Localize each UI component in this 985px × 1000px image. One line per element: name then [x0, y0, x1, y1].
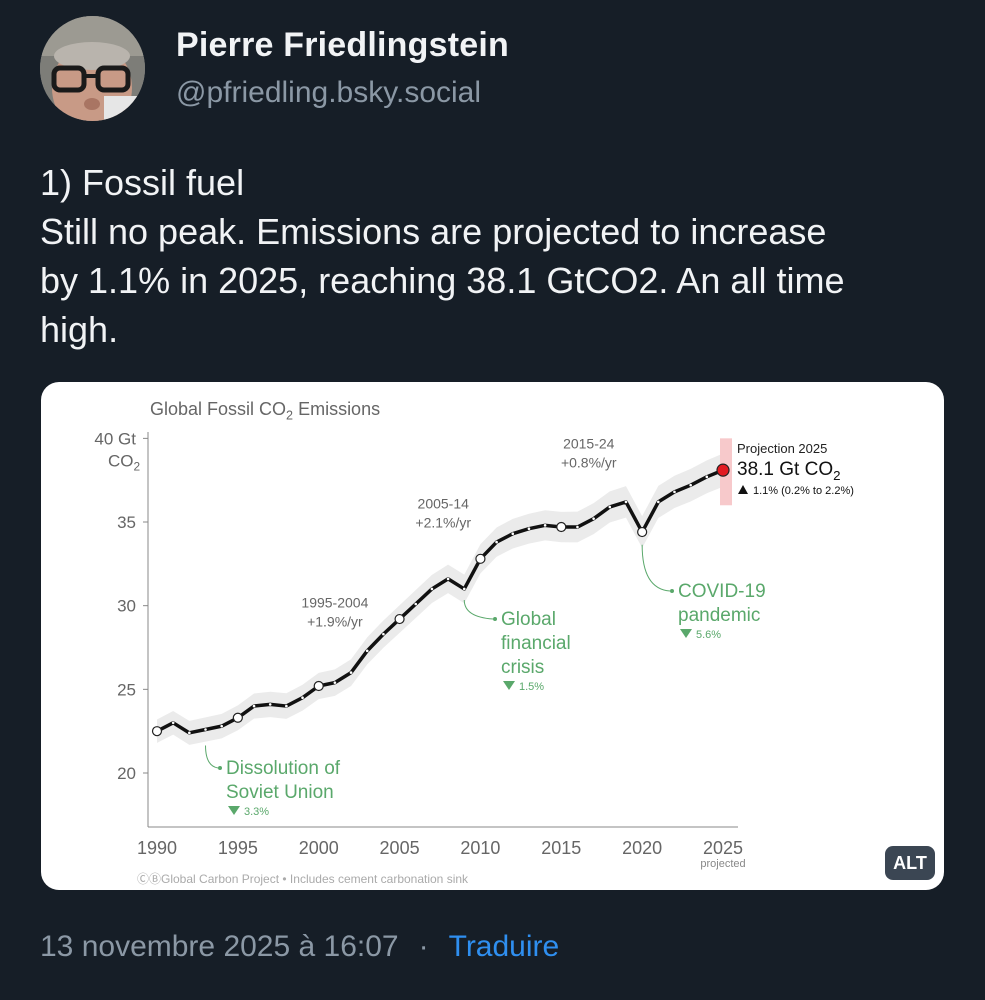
post-image-card[interactable]: 20 25 30 35 40 Gt CO2 1990 1995 2000 2005 2010 2015… — [41, 382, 944, 890]
drop-triangle-icon — [228, 806, 240, 815]
trend-period-label: 1995-2004 — [301, 594, 368, 610]
post-text-line: by 1.1% in 2025, reaching 38.1 GtCO2. An… — [40, 260, 845, 301]
chart-source: ⒸⒷGlobal Carbon Project • Includes cemen… — [137, 872, 469, 886]
highlight-point — [637, 526, 648, 538]
x-tick-label: 2010 — [460, 838, 500, 858]
trend-rate-label: +0.8%/yr — [561, 454, 617, 470]
projection-point — [716, 463, 730, 477]
event-leader-line — [641, 544, 671, 592]
data-point — [382, 632, 385, 636]
alt-text-button[interactable]: ALT — [885, 846, 935, 880]
data-point — [285, 704, 288, 708]
event-label: financial — [501, 633, 571, 654]
y-axis-unit: 40 Gt — [94, 429, 136, 448]
x-tick-label: 1995 — [218, 838, 258, 858]
avatar-image — [40, 16, 145, 121]
post-text-line: high. — [40, 309, 119, 350]
event-label: Global — [501, 609, 556, 630]
y-tick-label: 30 — [117, 597, 136, 616]
data-point — [576, 525, 579, 529]
data-point — [301, 696, 304, 699]
data-point — [171, 721, 175, 725]
data-point — [268, 703, 272, 706]
x-tick-label: 2025 — [703, 838, 743, 858]
highlight-point — [394, 613, 405, 625]
post-text: 1) Fossil fuel Still no peak. Emissions … — [40, 158, 940, 354]
data-point — [462, 587, 466, 591]
chart-title: Global Fossil CO2 Emissions — [150, 399, 380, 423]
highlight-point — [151, 726, 163, 737]
event-drop-value: 3.3% — [244, 806, 269, 818]
projection-change: 1.1% (0.2% to 2.2%) — [753, 485, 854, 497]
highlight-point — [475, 553, 486, 564]
data-point — [188, 731, 191, 735]
x-tick-label: 2005 — [380, 838, 420, 858]
data-point — [592, 517, 595, 520]
event-label: pandemic — [678, 605, 760, 626]
data-point — [608, 505, 612, 509]
event-leader-dot — [493, 617, 497, 621]
highlight-point — [556, 521, 567, 533]
trend-period-label: 2005-14 — [418, 496, 470, 512]
y-tick-label: 35 — [117, 513, 136, 532]
event-drop-value: 5.6% — [696, 629, 721, 641]
projection-value: 38.1 Gt CO2 — [737, 459, 841, 483]
post-text-line: Still no peak. Emissions are projected t… — [40, 211, 827, 252]
event-label: Dissolution of — [226, 758, 341, 779]
data-point — [657, 500, 660, 504]
drop-triangle-icon — [680, 629, 692, 638]
data-point — [220, 724, 223, 728]
x-tick-note: projected — [700, 858, 745, 870]
x-tick-label: 2015 — [541, 838, 581, 858]
data-point — [705, 475, 709, 479]
data-point — [333, 681, 337, 684]
author-display-name[interactable]: Pierre Friedlingstein — [176, 26, 509, 64]
y-tick-label: 25 — [117, 680, 136, 699]
data-point — [349, 671, 353, 674]
y-tick-label: 20 — [117, 764, 136, 783]
event-leader-dot — [670, 589, 674, 593]
author-handle[interactable]: @pfriedling.bsky.social — [176, 76, 482, 109]
event-label: COVID-19 — [678, 581, 766, 602]
data-point — [204, 728, 207, 731]
highlight-point — [232, 712, 243, 723]
post-footer: 13 novembre 2025 à 16:07 · Traduire — [40, 930, 559, 964]
event-leader-dot — [218, 766, 222, 770]
event-leader-line — [205, 745, 219, 769]
event-drop-value: 1.5% — [519, 681, 544, 693]
trend-period-label: 2015-24 — [563, 435, 615, 451]
emissions-line — [156, 468, 724, 735]
y-axis-unit-co2: CO2 — [108, 451, 141, 473]
data-point — [446, 577, 450, 581]
post-text-line: 1) Fossil fuel — [40, 162, 245, 203]
data-point — [495, 540, 498, 544]
data-point — [624, 500, 628, 504]
avatar[interactable] — [40, 16, 145, 121]
event-leader-line — [463, 599, 494, 620]
data-point — [689, 483, 692, 487]
data-point — [430, 587, 434, 591]
data-point — [252, 704, 256, 708]
trend-rate-label: +1.9%/yr — [307, 613, 363, 629]
trend-rate-label: +2.1%/yr — [415, 515, 471, 531]
event-label: crisis — [501, 657, 544, 678]
translate-link[interactable]: Traduire — [448, 930, 560, 963]
data-point — [365, 649, 369, 653]
x-tick-label: 2000 — [299, 838, 339, 858]
x-tick-label: 2020 — [622, 838, 662, 858]
drop-triangle-icon — [503, 681, 515, 690]
event-label: Soviet Union — [226, 782, 334, 803]
x-tick-label: 1990 — [137, 838, 177, 858]
data-point — [543, 524, 547, 527]
increase-triangle-icon — [738, 485, 748, 494]
highlight-point — [313, 680, 324, 692]
data-point — [414, 602, 418, 606]
data-point — [527, 527, 531, 530]
data-point — [673, 490, 676, 494]
projection-label: Projection 2025 — [737, 441, 827, 456]
separator-dot: · — [418, 930, 429, 963]
post-timestamp[interactable]: 13 novembre 2025 à 16:07 — [40, 930, 399, 963]
data-point — [511, 532, 515, 536]
